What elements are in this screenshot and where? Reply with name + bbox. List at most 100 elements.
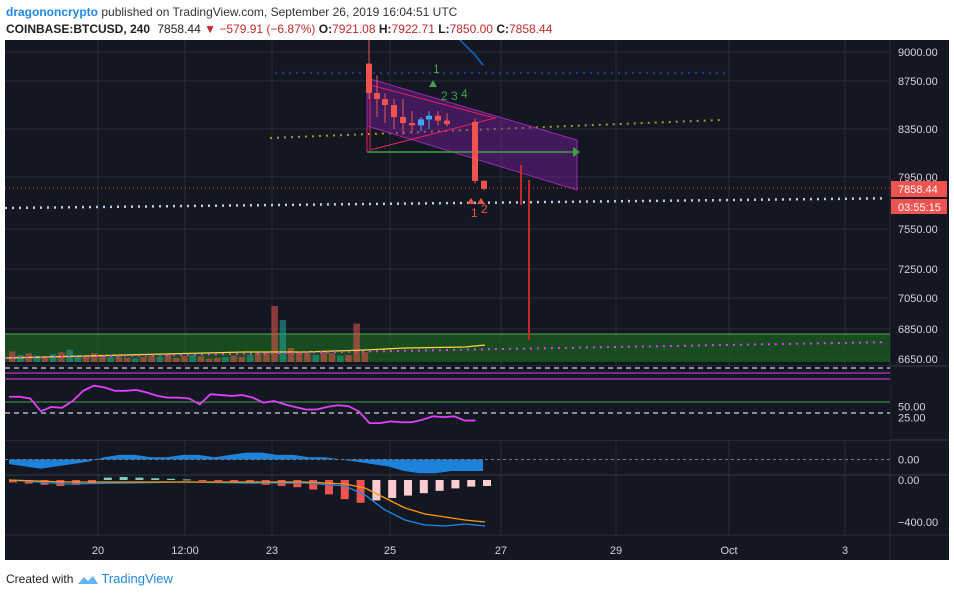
- volume-bar: [263, 351, 270, 362]
- volume-bar: [50, 354, 57, 362]
- volume-bar: [353, 323, 360, 362]
- publish-text: published on TradingView.com, September …: [101, 5, 458, 19]
- symbol-label: COINBASE:BTCUSD, 240: [6, 22, 151, 36]
- close-label: C:: [496, 22, 509, 36]
- volume-bar: [173, 357, 180, 362]
- x-tick-label: 12:00: [171, 545, 199, 557]
- pattern-label: 2: [441, 89, 448, 103]
- macd-histogram-bar: [230, 480, 239, 483]
- created-with-label: Created with: [6, 572, 74, 586]
- candle-body: [382, 99, 388, 105]
- y-tick-label: 9000.00: [898, 47, 938, 59]
- pattern-label: 3: [451, 89, 458, 103]
- high-value: 7922.71: [391, 22, 435, 36]
- rsi-line: [9, 384, 476, 425]
- publish-header: dragononcrypto published on TradingView.…: [6, 5, 457, 19]
- footer: Created with TradingView: [6, 571, 173, 586]
- macd-signal-line: [8, 479, 486, 523]
- x-tick-label: 29: [610, 545, 622, 557]
- macd-line: [8, 479, 486, 527]
- support-zone: [5, 334, 890, 362]
- open-label: O:: [318, 22, 333, 36]
- candle-body: [418, 119, 424, 126]
- chart-canvas[interactable]: 20 12:00 23 25 27 29 Oct 39000.008750.008350.00…: [5, 40, 949, 560]
- y-tick-label: 8750.00: [898, 76, 938, 88]
- macd-histogram-bar: [467, 480, 476, 487]
- macd-histogram-bar: [340, 480, 349, 500]
- macd-histogram-bar: [182, 479, 191, 481]
- x-tick-label: 23: [266, 545, 278, 557]
- volume-bar: [337, 355, 344, 362]
- candle-body: [409, 123, 415, 126]
- volume-bar: [123, 357, 131, 362]
- volume-bar: [91, 353, 98, 362]
- price-marker-value: 7858.44: [898, 184, 938, 196]
- volume-bar: [181, 355, 188, 362]
- macd-histogram-bar: [435, 480, 444, 491]
- low-label: L:: [438, 22, 450, 36]
- candle-body: [391, 105, 397, 117]
- macd-histogram-bar: [388, 480, 397, 498]
- macd-histogram-bar: [167, 478, 175, 480]
- pattern-label: 1: [433, 62, 440, 76]
- macd-histogram-bar: [151, 478, 160, 480]
- price-marker-box: [891, 181, 947, 197]
- countdown-value: 03:55:15: [898, 202, 941, 214]
- target-arrowhead: [573, 147, 580, 157]
- x-tick-label: 3: [842, 545, 848, 557]
- volume-bar: [238, 356, 246, 362]
- volume-bar: [214, 357, 221, 362]
- close-value: 7858.44: [508, 22, 553, 36]
- pattern-marker: [429, 80, 437, 87]
- volume-bar: [74, 355, 82, 362]
- x-tick-label: 25: [384, 545, 396, 557]
- volume-bar: [328, 353, 336, 362]
- macd-histogram-bar: [56, 480, 65, 486]
- volume-bar: [205, 358, 213, 362]
- ma-blue-line: [459, 40, 484, 66]
- candle-body: [472, 121, 478, 181]
- y-tick-label: 6650.00: [898, 354, 938, 366]
- volume-bar: [246, 355, 254, 362]
- x-tick-label: Oct: [720, 545, 737, 557]
- volume-bar: [271, 306, 278, 362]
- candle-body: [366, 63, 372, 93]
- candle-body: [400, 117, 406, 123]
- volume-bar: [82, 356, 90, 362]
- low-value: 7850.00: [449, 22, 493, 36]
- volume-bar: [312, 355, 319, 362]
- momentum-area: [9, 452, 483, 474]
- price-axis-background: [890, 40, 949, 560]
- high-label: H:: [378, 22, 392, 36]
- volume-bar: [33, 355, 41, 362]
- tradingview-brand[interactable]: TradingView: [101, 571, 173, 586]
- momentum-tick-label: 0.00: [898, 455, 919, 467]
- volume-bar: [107, 357, 114, 362]
- volume-bar: [41, 356, 49, 362]
- macd-histogram-bar: [404, 480, 412, 496]
- x-tick-label: 20: [92, 545, 104, 557]
- author-link[interactable]: dragononcrypto: [6, 5, 98, 19]
- candle-body: [374, 93, 380, 99]
- y-tick-label: 8350.00: [898, 124, 938, 136]
- pattern-marker: [467, 198, 475, 204]
- macd-histogram-bar: [103, 477, 112, 480]
- volume-bar: [140, 357, 147, 362]
- rsi-background: [5, 366, 890, 440]
- macd-histogram-bar: [325, 480, 333, 495]
- volume-bar: [115, 356, 123, 362]
- macd-histogram-bar: [419, 480, 428, 494]
- volume-bar: [296, 351, 303, 362]
- volume-bar: [320, 351, 328, 362]
- open-value: 7921.08: [332, 22, 376, 36]
- volume-bar: [99, 355, 106, 362]
- plot-background: [5, 40, 890, 560]
- macd-histogram-bar: [372, 480, 381, 501]
- y-tick-label: 7550.00: [898, 224, 938, 236]
- macd-histogram-bar: [214, 480, 223, 482]
- y-tick-label: 7250.00: [898, 264, 938, 276]
- candle-body: [426, 115, 432, 120]
- volume-bar: [148, 355, 155, 362]
- volume-bar: [255, 353, 262, 362]
- tradingview-logo-icon: [78, 575, 99, 584]
